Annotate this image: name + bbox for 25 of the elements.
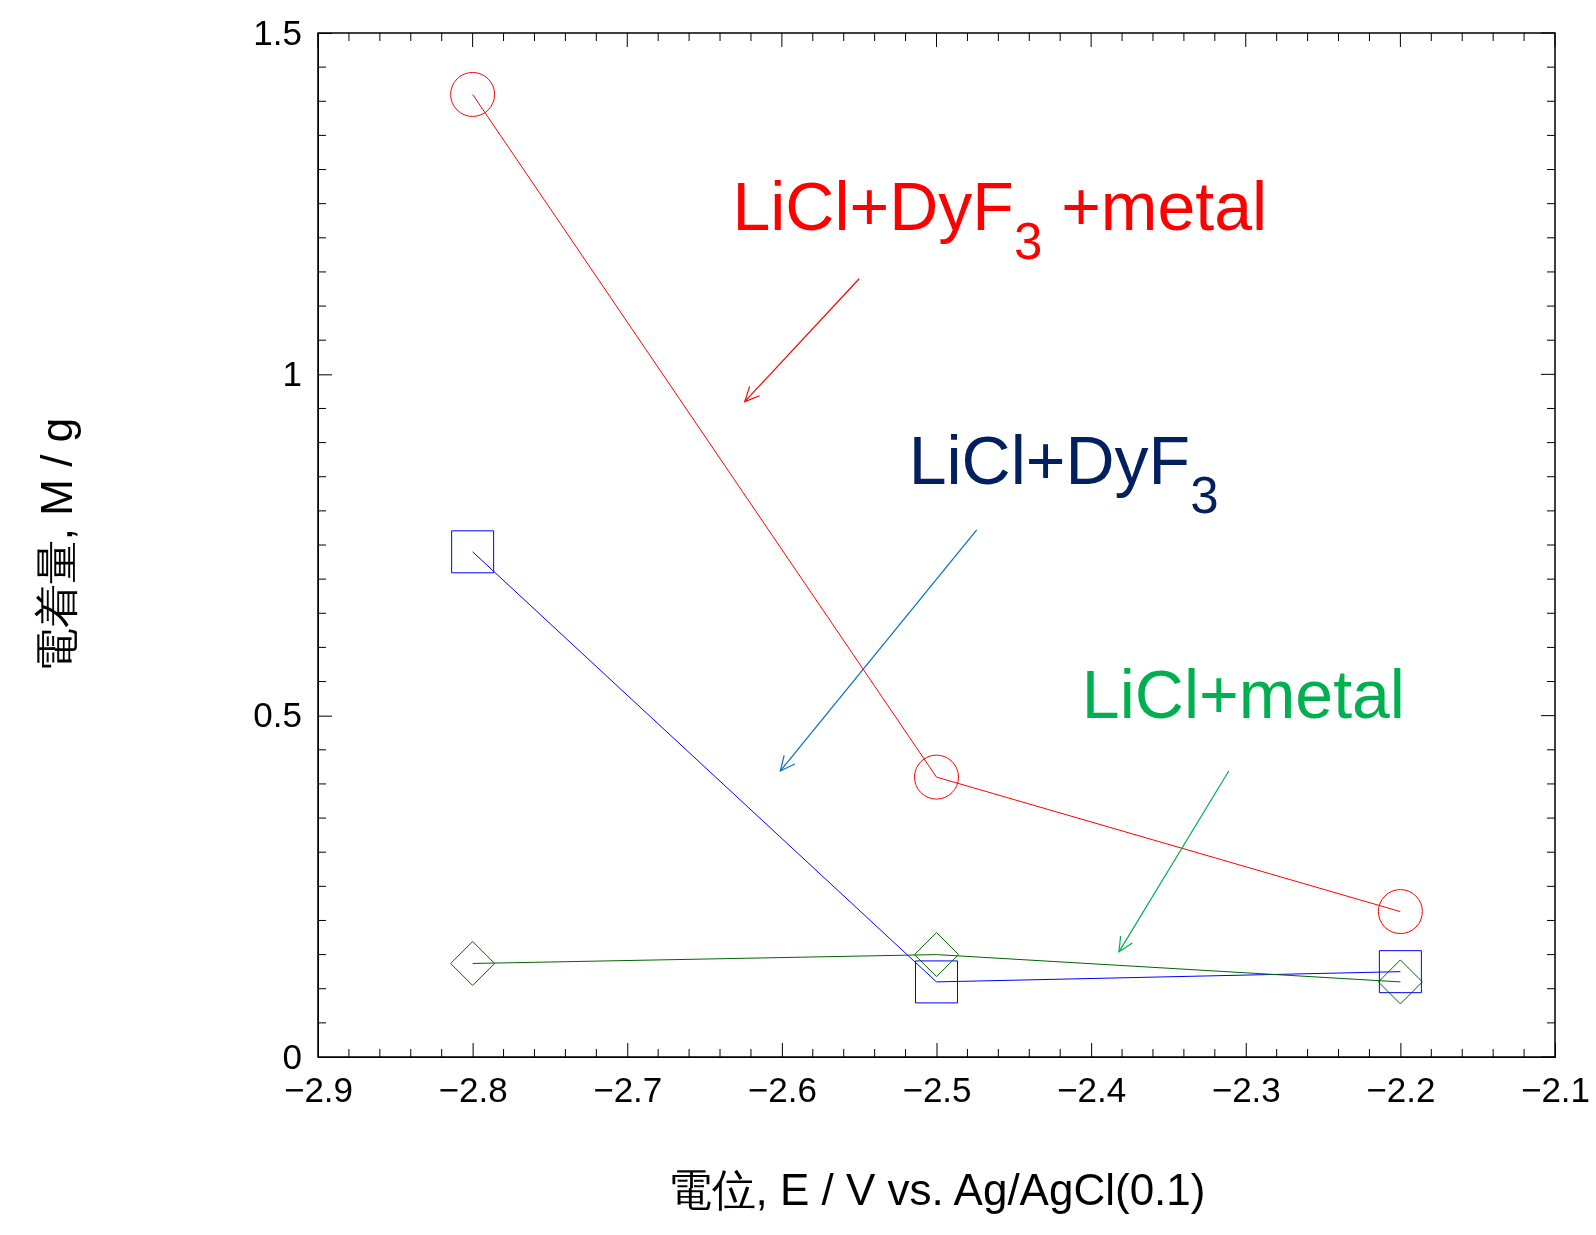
y-tick-label: 1.5 <box>253 12 302 52</box>
point <box>1377 889 1423 935</box>
x-axis-title: 電位, E / V vs. Ag/AgCl(0.1) <box>667 1165 1206 1214</box>
x-tick-label: −2.8 <box>438 1069 508 1109</box>
x-tick-label: −2.5 <box>902 1069 972 1109</box>
point <box>450 940 496 986</box>
point <box>914 932 959 978</box>
series-label: LiCl+DyF$_{3}$ +metal <box>732 167 1268 270</box>
point <box>915 960 958 1004</box>
point <box>450 71 496 117</box>
text: LiCl+DyF$_{3}$ <box>908 421 1219 524</box>
x-tick-label: −2.1 <box>1520 1069 1591 1109</box>
y-tick-label: 0.5 <box>253 695 302 735</box>
x-tick-label: −2.7 <box>593 1069 663 1109</box>
point <box>1378 950 1422 994</box>
point <box>1377 959 1423 1005</box>
point <box>914 754 959 800</box>
x-tick-label: −2.4 <box>1057 1069 1127 1109</box>
text: LiCl+metal <box>1081 655 1405 732</box>
x-tick-label: −2.2 <box>1366 1069 1436 1109</box>
y-axis-title: 電着量, M / g <box>32 417 81 673</box>
x-tick-label: −2.3 <box>1211 1069 1281 1109</box>
point <box>451 530 495 574</box>
y-tick-label: 1 <box>282 354 302 394</box>
x-tick-label: −2.6 <box>747 1069 817 1109</box>
